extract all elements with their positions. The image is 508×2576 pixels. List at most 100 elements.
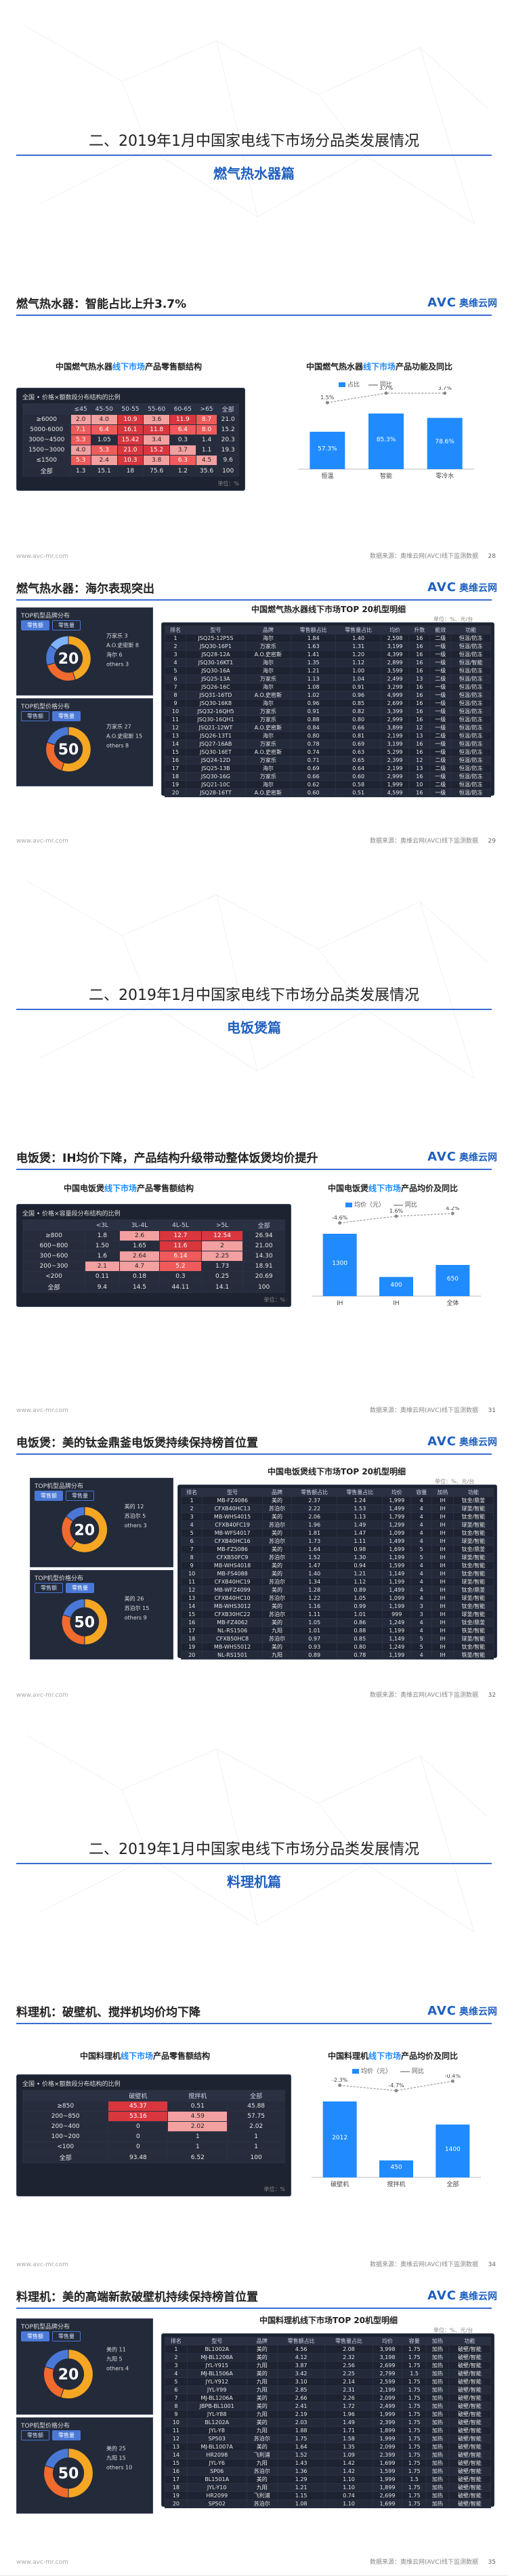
toggle-volume[interactable]: 零售量 [66, 1583, 94, 1593]
table-row[interactable]: 9 JYL-Y88 九阳 2.19 1.96 1,999 1.75 加热 破壁/智能 [165, 2410, 492, 2419]
table-cell: 5 [410, 1553, 433, 1562]
table-cell: 4 [410, 1618, 433, 1627]
brand-logo: AVC 奥维云网 [427, 580, 497, 595]
table-cell: 3,199 [380, 642, 410, 651]
table-row[interactable]: 3 MB-WHS4015 美的 2.06 1.13 1,799 4 IH 钛金/智能 [180, 1512, 494, 1521]
table-row[interactable]: 3 JYL-Y915 九阳 3.87 2.56 2,699 1.75 加热 破壁/智能 [165, 2361, 492, 2370]
table-row[interactable]: 5 JYL-Y912 九阳 3.10 2.14 2,599 1.75 加热 破壁/智能 [165, 2377, 492, 2386]
table-row[interactable]: 3 JSQ28-12A A.O.史密斯 1.41 1.20 4,399 16 一级 恒温/防冻 [164, 650, 491, 659]
toggle-volume[interactable]: 零售量 [52, 711, 81, 721]
table-row[interactable]: 5 JSQ30-16A 海尔 1.21 1.00 3,599 16 一级 恒温/防冻 [164, 666, 491, 675]
toggle-amount[interactable]: 零售额 [21, 620, 49, 630]
table-cell: 九阳 [246, 2426, 278, 2435]
toggle-amount[interactable]: 零售额 [35, 1491, 63, 1501]
table-row[interactable]: 4 JSQ30-16KT1 海尔 1.35 1.12 2,899 16 一级 恒温/智能 [164, 658, 491, 667]
table-row[interactable]: 19 JSQ21-10C 海尔 0.62 0.58 1,999 10 二级 恒温/防冻 [164, 780, 491, 789]
table-row[interactable]: 6 JSQ25-13A 万家乐 1.13 1.04 2,499 13 二级 恒温/防冻 [164, 675, 491, 683]
table-row[interactable]: 1 MB-FZ4086 美的 2.37 1.24 1,999 4 IH 钛金/鼎釜 [180, 1496, 494, 1505]
table-row[interactable]: 13 CFXB40HC10 苏泊尔 1.22 1.05 1,099 4 IH 球釜/智能 [180, 1594, 494, 1603]
table-row[interactable]: 7 JSQ26-16C 海尔 1.08 0.91 3,299 16 一级 恒温/防冻 [164, 683, 491, 691]
table-row[interactable]: 6 CFXB40HC16 苏泊尔 1.73 1.11 1,499 4 IH 球釜/智能 [180, 1537, 494, 1546]
toggle-volume[interactable]: 零售量 [52, 2331, 81, 2341]
heat-cell: 44.11 [159, 1281, 202, 1293]
table-row[interactable]: 6 JYL-Y99 九阳 2.85 2.31 2,199 1.75 加热 破壁/智能 [165, 2386, 492, 2394]
table-row[interactable]: 12 JSQ21-12WT A.O.史密斯 0.84 0.66 3,899 12 一级 恒温/防… [164, 723, 491, 732]
toggle-volume[interactable]: 零售量 [66, 1491, 94, 1501]
donut-center-value: 50 [58, 742, 79, 759]
table-row[interactable]: 18 JSQ30-16G 万家乐 0.66 0.60 2,999 16 一级 恒温/防冻 [164, 772, 491, 781]
table-cell: 14 [165, 2451, 188, 2459]
bar [436, 2125, 470, 2177]
table-cell: 16 [408, 642, 431, 651]
table-row[interactable]: 10 MB-FS4088 美的 1.40 1.21 1,149 4 IH 钛金/智能 [180, 1569, 494, 1578]
table-row[interactable]: 1 BL1002A 美的 4.56 2.08 3,998 1.75 加热 破壁/智能 [165, 2345, 492, 2354]
table-row[interactable]: 9 JSQ30-16K8 海尔 0.96 0.85 2,699 16 一级 恒温/防冻 [164, 699, 491, 708]
table-row[interactable]: 13 MJ-BL1007A 美的 1.64 1.35 2,099 1.75 加热 破壁/智能 [165, 2442, 492, 2451]
toggle-volume[interactable]: 零售量 [52, 620, 81, 630]
table-row[interactable]: 4 CFXB40FC19 苏泊尔 1.96 1.49 1,299 4 IH 球釜/智能 [180, 1521, 494, 1529]
table-row[interactable]: 14 HR2098 飞利浦 1.52 1.09 2,399 1.75 加热 破壁/智能 [165, 2451, 492, 2459]
table-row[interactable]: 20 SP502 苏泊尔 1.08 1.10 1,699 1.75 加热 破壁/智能 [165, 2499, 492, 2508]
table-row[interactable]: 20 NL-RS1501 九阳 0.89 0.78 1,199 4 IH 铁釜/智能 [180, 1651, 494, 1659]
table-cell: 1.64 [291, 1545, 338, 1554]
table-row[interactable]: 16 JSQ24-12D 万家乐 0.71 0.65 2,399 12 二级 恒温/防冻 [164, 756, 491, 765]
section-slide-blender: 二、2019年1月中国家电线下市场分品类发展情况 料理机篇 [0, 1708, 508, 1994]
table-row[interactable]: 9 MB-WHS4018 美的 1.47 0.94 1,599 4 IH 钛金/智能 [180, 1561, 494, 1570]
table-row[interactable]: 17 NL-RS1506 九阳 1.01 0.88 1,199 4 IH 铁釜/智能 [180, 1626, 494, 1635]
toggle-amount[interactable]: 零售额 [21, 711, 49, 721]
table-row[interactable]: 17 JSQ25-13B 海尔 0.69 0.64 2,199 13 二级 恒温/防冻 [164, 764, 491, 773]
logo-avc: AVC [427, 2289, 457, 2303]
table-row[interactable]: 15 CFXB30HC22 苏泊尔 1.11 1.01 999 3 IH 球釜/智能 [180, 1610, 494, 1619]
table-row[interactable]: 16 SP06 苏泊尔 1.36 1.42 1,599 1.75 加热 破壁/智能 [165, 2467, 492, 2476]
table-row[interactable]: 16 MB-FZ4062 美的 1.05 0.86 1,249 4 IH 钛金/鼎釜 [180, 1618, 494, 1627]
table-row[interactable]: 19 MB-WHS5012 美的 0.93 0.80 1,249 5 IH 钛金/智能 [180, 1643, 494, 1651]
table-row[interactable]: 12 MB-WFZ4099 美的 1.28 0.89 1,499 4 IH 钛金/鼎釜 [180, 1586, 494, 1594]
heat-row: 200~850 53.16 4.59 57.75 [22, 2111, 285, 2122]
table-row[interactable]: 19 HR2099 飞利浦 1.15 0.74 2,699 1.75 加热 破壁/智能 [165, 2491, 492, 2500]
table-row[interactable]: 14 JSQ27-16AB 万家乐 0.78 0.69 3,199 16 一级 恒温/防冻 [164, 740, 491, 748]
table-row[interactable]: 2 MJ-BL1208A 美的 4.12 2.32 3,198 1.75 加热 破壁/智能 [165, 2353, 492, 2362]
table-cell: 1,699 [382, 1545, 412, 1554]
table-row[interactable]: 20 JSQ28-16TT A.O.史密斯 0.60 0.51 4,599 16 一级 恒温/防… [164, 788, 491, 797]
table-row[interactable]: 8 CFXB50FC9 苏泊尔 1.52 1.30 1,199 5 IH 球釜/智能 [180, 1553, 494, 1562]
table-row[interactable]: 2 JSQ30-16P1 万家乐 1.63 1.31 3,199 16 一级 恒温/防冻 [164, 642, 491, 651]
table-row[interactable]: 11 CFXB40HC19 苏泊尔 1.34 1.12 1,199 4 IH 球釜/智能 [180, 1577, 494, 1586]
table-row[interactable]: 15 JSQ30-16ET A.O.史密斯 0.74 0.63 5,299 16 一级 恒温/防… [164, 748, 491, 757]
table-row[interactable]: 11 JSQ30-16QH1 万家乐 0.88 0.80 2,999 16 一级 恒温/防冻 [164, 715, 491, 724]
table-row[interactable]: 13 JSQ26-13T1 海尔 0.80 0.81 2,199 13 二级 恒温/防冻 [164, 731, 491, 740]
table-row[interactable]: 8 JBPB-BL1001 美的 2.41 1.72 2,499 1.75 加热 破壁/智能 [165, 2402, 492, 2411]
table-cell: 美的 [261, 1545, 293, 1554]
table-row[interactable]: 8 JSQ31-16TD A.O.史密斯 1.02 0.96 4,999 16 一级 恒温/防冻 [164, 691, 491, 700]
table-row[interactable]: 10 BL1202A 美的 2.03 1.49 2,399 1.75 加热 破壁/智能 [165, 2418, 492, 2427]
table-row[interactable]: 7 MB-FZ5086 美的 1.64 0.98 1,699 5 IH 钛金/鼎釜 [180, 1545, 494, 1554]
table-row[interactable]: 11 JYL-Y8 九阳 1.88 1.71 1,899 1.75 加热 破壁/智能 [165, 2426, 492, 2435]
table-cell: A.O.史密斯 [245, 788, 291, 797]
toggle-amount[interactable]: 零售额 [21, 2430, 49, 2440]
table-row[interactable]: 12 SP503 苏泊尔 1.75 1.58 1,999 1.75 加热 破壁/智能 [165, 2434, 492, 2443]
toggle-volume[interactable]: 零售量 [52, 2430, 81, 2440]
table-row[interactable]: 1 JSQ25-12P5S 海尔 1.84 1.40 2,598 16 二级 恒温/防冻 [164, 634, 491, 643]
table-cell: 1.53 [337, 1504, 383, 1513]
table-row[interactable]: 7 MJ-BL1206A 美的 2.66 2.26 2,099 1.75 加热 破壁/智能 [165, 2394, 492, 2402]
table-row[interactable]: 10 JSQ32-16QH5 万家乐 0.91 0.82 3,399 16 一级 恒温/防冻 [164, 707, 491, 716]
heat-col-header: 全部 [242, 1220, 285, 1231]
bar [379, 2160, 413, 2177]
table-col-header: 功能 [452, 1488, 494, 1497]
toggle-amount[interactable]: 零售额 [21, 2331, 49, 2341]
toggle-amount[interactable]: 零售额 [35, 1583, 63, 1593]
table-row[interactable]: 14 MB-WHS3012 美的 1.16 0.99 1,199 3 IH 钛金/智能 [180, 1602, 494, 1611]
table-row[interactable]: 4 MJ-BL1506A 美的 3.42 2.25 2,799 1.5 加热 破壁/智能 [165, 2369, 492, 2378]
table-row[interactable]: 15 JYL-Y6 九阳 1.43 1.42 1,699 1.75 加热 破壁/智能 [165, 2459, 492, 2468]
table-cell: 2,699 [372, 2361, 403, 2370]
table-row[interactable]: 2 CFXB40HC13 苏泊尔 2.22 1.53 1,499 4 IH 球釜/智能 [180, 1504, 494, 1513]
table-row[interactable]: 17 BL1501A 美的 1.29 1.10 1,999 1.5 加热 破壁/智能 [165, 2475, 492, 2484]
table-cell: 海尔 [245, 683, 291, 691]
slide-title: 料理机：美的高端新款破壁机持续保持榜首位置 [16, 2291, 258, 2304]
table-cell: 16 [408, 699, 431, 708]
table-cell: 5 [165, 2377, 188, 2386]
bar-value-label: 450 [390, 2164, 402, 2171]
table-row[interactable]: 18 JYL-Y10 九阳 1.21 1.10 1,899 1.75 加热 破壁/智能 [165, 2483, 492, 2492]
table-row[interactable]: 18 CFXB50HC8 苏泊尔 0.97 0.85 1,149 5 IH 球釜/智能 [180, 1634, 494, 1643]
title-part: 中国料理机 [327, 2051, 368, 2061]
table-row[interactable]: 5 MB-WFS4017 美的 1.81 1.47 1,099 4 IH 钛金/智能 [180, 1529, 494, 1537]
